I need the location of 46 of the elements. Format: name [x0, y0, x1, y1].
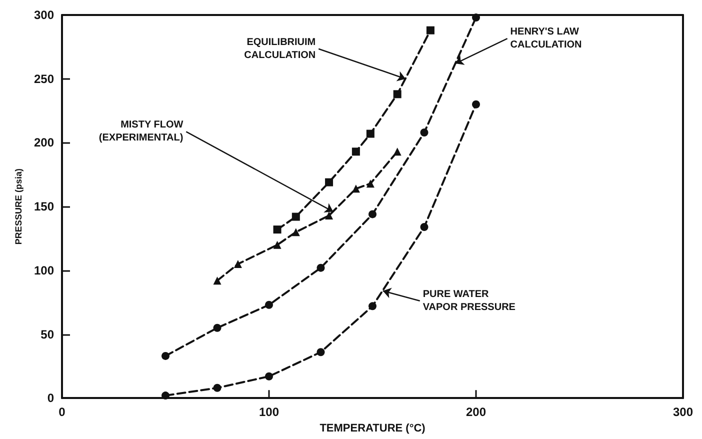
annotation: EQUILIBRIUIM CALCULATION	[244, 36, 316, 61]
y-tick-label: 200	[34, 136, 54, 150]
y-axis-title: PRESSURE (psia)	[14, 168, 24, 245]
point	[162, 392, 170, 400]
annotation: PURE WATER VAPOR PRESSURE	[422, 288, 516, 313]
x-tick-label: 100	[258, 405, 280, 420]
point	[292, 212, 300, 221]
point	[213, 384, 222, 392]
x-tick-label: 0	[58, 405, 66, 420]
point	[213, 276, 222, 285]
point	[366, 180, 374, 188]
y-tick-label: 250	[34, 72, 54, 86]
point	[426, 26, 434, 34]
point	[273, 226, 282, 234]
point	[316, 348, 325, 356]
y-tick-label: 50	[40, 327, 54, 342]
point	[420, 222, 428, 231]
point	[273, 240, 282, 249]
point	[213, 324, 222, 332]
y-tick-label: 100	[34, 263, 54, 278]
point	[352, 148, 360, 156]
x-tick-label: 200	[466, 405, 486, 420]
x-axis-title: TEMPERATURE (°C)	[320, 422, 426, 434]
point	[368, 302, 376, 310]
point	[265, 300, 273, 309]
point	[393, 148, 402, 156]
point	[325, 211, 334, 220]
point	[368, 210, 376, 218]
point	[325, 178, 334, 186]
point	[265, 372, 273, 380]
annotation: MISTY FLOW (EXPERIMENTAL)	[98, 120, 184, 144]
y-tick-label: 150	[34, 200, 54, 214]
point	[234, 260, 242, 268]
x-tick-label: 300	[672, 405, 694, 420]
point	[352, 184, 360, 193]
point	[316, 264, 325, 272]
annotation: HENRY'S LAW CALCULATION	[510, 26, 582, 51]
point	[472, 14, 480, 22]
point	[292, 228, 300, 236]
y-tick-label: 0	[47, 391, 54, 406]
point	[393, 90, 402, 98]
point	[366, 130, 374, 138]
point	[162, 352, 170, 360]
point	[420, 128, 428, 136]
point	[472, 100, 480, 108]
y-tick-label: 300	[34, 8, 54, 22]
